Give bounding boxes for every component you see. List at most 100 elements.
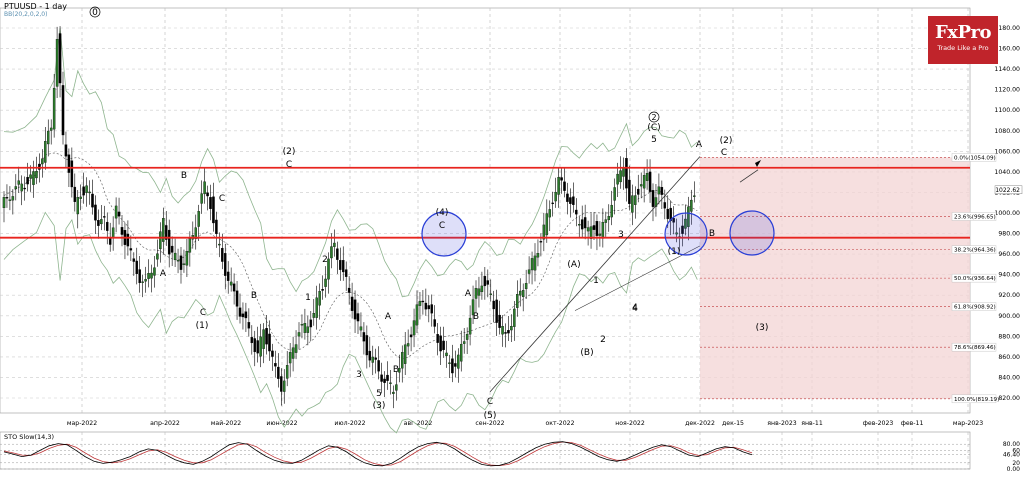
y-tick-label: 840.00: [998, 374, 1020, 381]
wave-label: 2: [651, 113, 656, 122]
candle-body: [604, 219, 608, 223]
candle-body: [324, 278, 327, 287]
candle-body: [223, 253, 227, 276]
candle-body: [380, 374, 383, 382]
sto-tick-label: 46.40: [1003, 452, 1020, 459]
candle-body: [362, 332, 366, 342]
candle-body: [350, 296, 354, 311]
candle-body: [167, 229, 171, 255]
candle-body: [247, 322, 251, 329]
candle-body: [315, 297, 318, 318]
logo-tagline: Trade Like a Pro: [937, 44, 989, 52]
candle-body: [383, 378, 386, 383]
candle-body: [436, 334, 439, 343]
x-tick-label: дек-15: [722, 420, 744, 427]
y-tick-label: 1000.00: [994, 210, 1020, 217]
candle-body: [403, 344, 407, 364]
fib-label: 0.0%(1054.09): [954, 155, 996, 161]
candle-body: [527, 269, 531, 274]
candle-body: [309, 319, 313, 328]
candle-body: [312, 313, 315, 318]
wave-label: 1: [593, 276, 599, 286]
candle-body: [47, 130, 50, 145]
fib-label-box: [951, 302, 997, 311]
wave-label: C: [200, 308, 206, 318]
candle-body: [536, 253, 540, 258]
candle-body: [55, 39, 59, 87]
candle-body: [64, 144, 68, 157]
x-tick-label: дек-2022: [685, 420, 715, 427]
candle-body: [578, 224, 581, 226]
candle-body: [371, 356, 374, 363]
candle-body: [687, 206, 690, 227]
candle-body: [138, 269, 141, 284]
candle-body: [601, 222, 605, 239]
y-tick-label: 900.00: [998, 313, 1020, 320]
candle-body: [430, 304, 433, 314]
x-tick-label: окт-2022: [545, 420, 574, 427]
y-tick-label: 1040.00: [994, 169, 1020, 176]
candle-body: [560, 177, 563, 181]
candle-body: [498, 314, 501, 328]
candle-body: [194, 227, 197, 239]
candle-body: [589, 226, 593, 239]
candle-body: [651, 190, 655, 207]
candle-body: [637, 188, 640, 195]
fib-label: 38.2%(964.36): [954, 248, 996, 254]
candle-body: [675, 232, 678, 235]
candle-body: [421, 300, 425, 303]
sto-d-line: [3, 441, 753, 467]
wave-label-ring: [648, 111, 660, 123]
candle-body: [232, 283, 236, 292]
wave-label: (2): [283, 147, 296, 157]
wave-label: 2: [600, 335, 606, 345]
candle-body: [639, 184, 643, 187]
candle-body: [282, 380, 286, 392]
candle-body: [97, 220, 100, 226]
candle-body: [132, 258, 136, 262]
candle-body: [288, 352, 292, 364]
candle-body: [274, 363, 277, 367]
candle-body: [569, 197, 572, 204]
candle-body: [660, 186, 664, 195]
candle-body: [277, 366, 280, 379]
candle-body: [256, 340, 259, 354]
candle-body: [489, 293, 492, 296]
candle-body: [445, 352, 448, 357]
candle-body: [645, 173, 649, 181]
candle-body: [613, 187, 616, 201]
candle-body: [76, 197, 80, 215]
candle-body: [663, 202, 667, 209]
candle-body: [327, 258, 330, 280]
candle-body: [412, 320, 416, 336]
candle-body: [610, 204, 613, 218]
y-tick-label: 1140.00: [994, 66, 1020, 73]
candle-body: [11, 196, 15, 201]
wave-label: (A): [567, 260, 580, 270]
fib-label-box: [951, 273, 997, 283]
wave-label: C: [439, 221, 445, 231]
fib-label: 23.6%(996.65): [954, 214, 996, 220]
y-tick-label: 940.00: [998, 272, 1020, 279]
candle-body: [607, 216, 611, 221]
candle-body: [153, 267, 156, 276]
candle-body: [221, 247, 224, 262]
candle-body: [592, 225, 596, 230]
fxpro-logo: FxPro Trade Like a Pro: [928, 16, 998, 64]
candle-body: [457, 354, 460, 369]
candle-body: [418, 300, 422, 306]
x-tick-label: янв-11: [801, 420, 823, 427]
candle-body: [619, 170, 622, 183]
bollinger-upper: [3, 28, 698, 298]
candle-body: [82, 186, 85, 196]
candle-body: [58, 33, 62, 84]
candle-body: [336, 248, 339, 260]
candle-body: [681, 225, 684, 234]
candle-body: [129, 248, 133, 251]
wave-label: C: [487, 397, 493, 407]
candle-body: [359, 326, 363, 331]
candle-body: [400, 352, 404, 369]
candle-body: [294, 344, 298, 353]
candle-body: [616, 173, 619, 185]
candle-body: [344, 269, 348, 277]
